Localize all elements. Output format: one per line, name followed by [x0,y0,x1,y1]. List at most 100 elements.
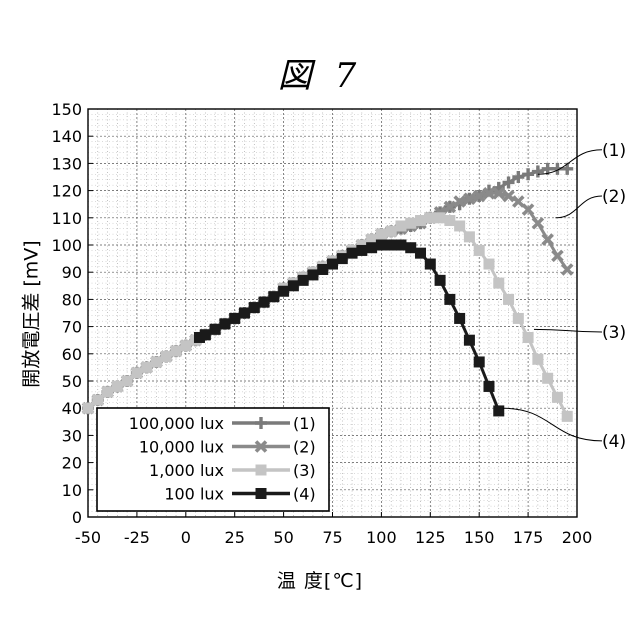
data-point [112,381,123,392]
data-point [503,294,514,305]
x-tick-label: 25 [225,528,245,547]
data-point [395,240,406,251]
legend-swatch-marker [256,465,267,476]
data-point [317,264,328,275]
data-point [83,403,94,414]
data-point [141,362,152,373]
legend: 100,000 lux (1) 10,000 lux (2) 1,000 lux (3) 1… [97,408,329,511]
y-tick-label: 60 [62,345,82,364]
data-point [493,278,504,289]
data-point [376,229,387,240]
data-point [219,318,230,329]
data-point [259,297,270,308]
x-tick-label: 100 [366,528,397,547]
data-point [415,215,426,226]
y-tick-label: 80 [62,290,82,309]
data-point [180,340,191,351]
x-tick-label: 0 [181,528,191,547]
callout-label: (4) [602,432,626,452]
data-point [395,220,406,231]
data-point [161,351,172,362]
legend-label: 100,000 lux [129,414,224,433]
y-tick-label: 90 [62,263,82,282]
y-tick-label: 130 [51,154,82,173]
data-point [366,242,377,253]
data-point [562,411,573,422]
data-point [483,381,494,392]
data-point [425,212,436,223]
data-point [131,367,142,378]
x-tick-label: 175 [513,528,544,547]
data-point [171,346,182,357]
legend-label: 10,000 lux [139,438,224,457]
y-tick-label: 110 [51,209,82,228]
x-tick-label: 150 [464,528,495,547]
legend-tag: (4) [293,485,316,504]
data-point [122,376,133,387]
legend-tag: (1) [293,414,316,433]
legend-tag: (2) [293,438,316,457]
y-tick-label: 30 [62,426,82,445]
data-point [356,245,367,256]
data-point [327,259,338,270]
x-tick-label: -50 [75,528,101,547]
data-point [444,215,455,226]
data-point [200,329,211,340]
data-point [435,275,446,286]
data-point [532,354,543,365]
data-point [454,220,465,231]
data-point [444,294,455,305]
data-point [464,335,475,346]
data-point [542,373,553,384]
y-tick-label: 120 [51,182,82,201]
data-point [435,212,446,223]
data-point [92,395,103,406]
data-point [425,259,436,270]
data-point [474,245,485,256]
legend-tag: (3) [293,461,316,480]
data-point [278,286,289,297]
data-point [249,302,260,313]
y-tick-label: 10 [62,481,82,500]
data-point [405,242,416,253]
legend-swatch-marker [256,488,267,499]
data-point [474,356,485,367]
data-point [405,218,416,229]
data-point [298,275,309,286]
x-tick-label: 50 [273,528,293,547]
y-tick-label: 150 [51,100,82,119]
y-tick-label: 140 [51,127,82,146]
data-point [386,226,397,237]
x-tick-label: 125 [415,528,446,547]
data-point [288,280,299,291]
y-tick-label: 100 [51,236,82,255]
y-tick-label: 40 [62,399,82,418]
callout-label: (3) [602,323,626,343]
legend-label: 1,000 lux [149,461,224,480]
data-point [464,231,475,242]
data-point [347,248,358,259]
data-point [376,240,387,251]
data-point [239,308,250,319]
x-tick-label: 200 [562,528,593,547]
data-point [386,240,397,251]
callout-label: (1) [602,141,626,161]
data-point [513,313,524,324]
data-point [151,356,162,367]
data-point [210,324,221,335]
data-point [454,313,465,324]
y-tick-label: 0 [72,508,82,527]
y-tick-label: 70 [62,318,82,337]
y-tick-label: 20 [62,454,82,473]
x-tick-label: 75 [322,528,342,547]
legend-label: 100 lux [164,485,224,504]
data-point [415,248,426,259]
data-point [102,386,113,397]
data-point [523,332,534,343]
y-tick-label: 50 [62,372,82,391]
data-point [552,392,563,403]
data-point [483,259,494,270]
data-point [268,291,279,302]
x-tick-label: -25 [124,528,150,547]
